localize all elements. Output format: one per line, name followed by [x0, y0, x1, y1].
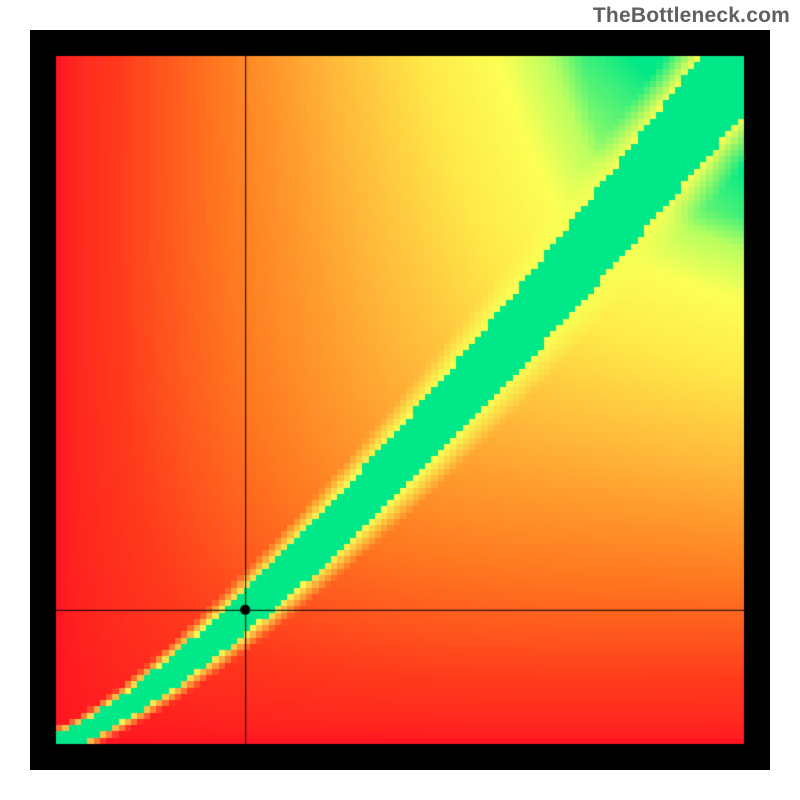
watermark-text: TheBottleneck.com	[593, 4, 790, 28]
heatmap-chart	[30, 30, 770, 770]
heatmap-canvas	[30, 30, 770, 770]
